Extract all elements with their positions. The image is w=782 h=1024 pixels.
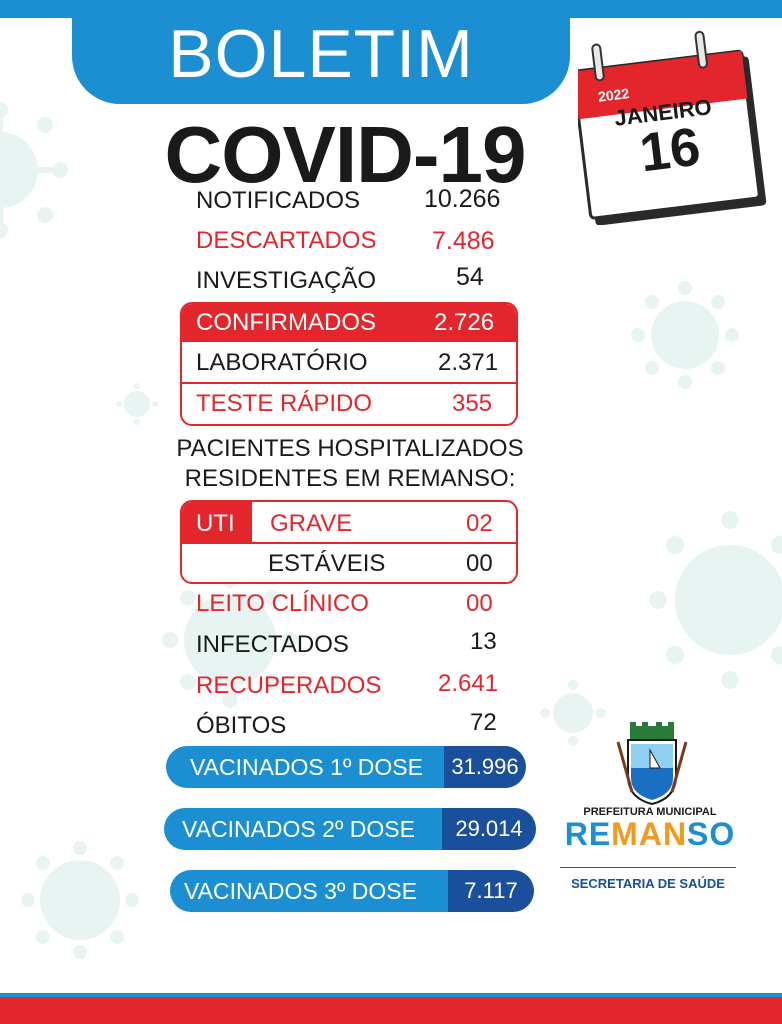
vaccine-dose-2-bar: VACINADOS 2º DOSE 29.014 [164,808,536,850]
descartados-value: 7.486 [432,227,495,255]
confirmed-box [180,302,518,426]
virus-decoration-icon [0,102,68,238]
vaccine-dose-1-bar: VACINADOS 1º DOSE 31.996 [166,746,526,788]
boletim-tab [72,0,570,104]
infectados-value: 13 [470,628,497,655]
estaveis-label: ESTÁVEIS [268,550,386,577]
vaccine-dose-3-label: VACINADOS 3º DOSE [184,878,417,904]
footer-band-blue [0,993,782,997]
leito-clinico-label: LEITO CLÍNICO [196,590,369,617]
virus-decoration-icon [116,383,158,425]
logo-divider [560,867,736,868]
uti-box [180,500,518,584]
grave-value: 02 [466,510,493,537]
confirmados-label: CONFIRMADOS [196,309,376,336]
notificados-value: 10.266 [424,185,501,213]
grave-label: GRAVE [270,510,353,537]
obitos-label: ÓBITOS [196,712,287,739]
virus-decoration-icon [21,841,139,959]
logo-secretaria: SECRETARIA DE SAÚDE [571,876,725,891]
laboratorio-value: 2.371 [438,349,499,376]
virus-decoration-icon [540,680,606,746]
hospitalized-title-line1: PACIENTES HOSPITALIZADOS [176,435,524,462]
virus-decoration-icon [649,511,782,689]
leito-clinico-value: 00 [466,590,493,617]
calendar-icon [578,30,767,225]
virus-decoration-icon [162,572,298,708]
laboratorio-label: LABORATÓRIO [196,349,368,376]
recuperados-label: RECUPERADOS [196,672,382,699]
footer-band-red [0,997,782,1024]
vaccine-dose-1-value: 31.996 [451,754,519,779]
investigacao-label: INVESTIGAÇÃO [196,267,377,294]
uti-label: UTI [196,510,235,537]
estaveis-value: 00 [466,550,493,577]
teste-rapido-value: 355 [452,390,493,417]
vaccine-dose-2-value: 29.014 [455,816,523,841]
vaccine-dose-1-label: VACINADOS 1º DOSE [190,754,423,780]
infectados-label: INFECTADOS [196,631,349,658]
notificados-label: NOTIFICADOS [196,187,361,214]
vaccine-dose-3-value: 7.117 [464,878,518,903]
hospitalized-title-line2: RESIDENTES EM REMANSO: [184,465,516,492]
teste-rapido-label: TESTE RÁPIDO [196,390,373,417]
vaccine-dose-3-bar: VACINADOS 3º DOSE 7.117 [170,870,534,912]
recuperados-value: 2.641 [438,670,499,697]
investigacao-value: 54 [456,263,484,291]
coat-of-arms-icon [616,722,688,806]
virus-decoration-icon [631,281,739,389]
vaccine-dose-2-label: VACINADOS 2º DOSE [182,816,415,842]
descartados-label: DESCARTADOS [196,227,377,254]
page-title: COVID-19 [164,110,527,199]
boletim-heading: BOLETIM [168,16,474,92]
calendar-day: 16 [636,116,704,184]
obitos-value: 72 [470,709,497,736]
logo-prefeitura: PREFEITURA MUNICIPAL [583,806,717,818]
logo-remanso: REMANSO [564,816,736,852]
confirmados-value: 2.726 [434,309,495,336]
